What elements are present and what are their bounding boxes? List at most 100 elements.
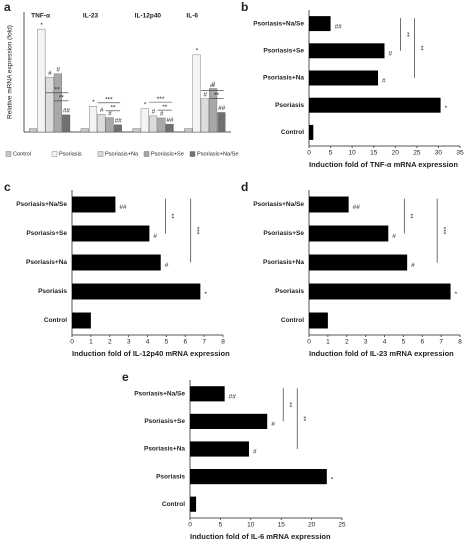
bracket-label: ** <box>407 214 414 220</box>
significance-marker: # <box>392 233 396 240</box>
legend-label: Psoriasis <box>59 151 82 157</box>
bracket-label: ** <box>299 416 306 422</box>
x-axis-label: Induction fold of TNF-α mRNA expression <box>309 160 458 169</box>
x-tick-label: 5 <box>329 150 333 157</box>
bracket-label: ** <box>403 32 410 38</box>
significance-marker: # <box>411 262 415 269</box>
bracket-label: ** <box>210 84 216 91</box>
bar <box>62 114 71 133</box>
x-tick-label: 0 <box>188 522 192 529</box>
x-tick-label: 6 <box>420 339 424 346</box>
bracket-label: *** <box>193 227 200 235</box>
bar <box>309 283 451 300</box>
bracket-label: ** <box>214 92 220 99</box>
x-tick-label: 15 <box>278 522 286 529</box>
significance-marker: # <box>382 78 386 85</box>
panel-letter: b <box>241 0 248 14</box>
bar <box>309 196 349 213</box>
significance-marker: ## <box>353 204 361 211</box>
significance-marker: * <box>92 99 95 106</box>
significance-marker: # <box>100 107 104 114</box>
x-tick-label: 35 <box>456 150 464 157</box>
category-label: Psoriasis <box>275 288 304 295</box>
panel-letter: e <box>122 370 129 384</box>
x-tick-label: 2 <box>345 339 349 346</box>
significance-marker: * <box>445 105 448 112</box>
significance-marker: * <box>196 48 199 55</box>
bracket-label: ** <box>417 46 424 52</box>
x-tick-label: 10 <box>247 522 255 529</box>
category-label: Psoriasis+Se <box>26 230 67 237</box>
bar <box>309 97 441 113</box>
category-label: Psoriasis+Na <box>263 259 304 266</box>
significance-marker: ## <box>115 118 123 125</box>
significance-marker: * <box>331 476 334 483</box>
bracket-label: ** <box>162 104 168 111</box>
category-label: IL-23 <box>83 13 99 20</box>
x-tick-label: 25 <box>338 522 346 529</box>
significance-marker: ## <box>119 204 127 211</box>
x-tick-label: 0 <box>307 150 311 157</box>
significance-marker: # <box>271 421 275 428</box>
x-tick-label: 1 <box>89 339 93 346</box>
bar <box>165 123 174 133</box>
significance-marker: * <box>204 291 207 298</box>
category-label: Psoriasis <box>156 473 185 480</box>
significance-marker: * <box>40 22 43 29</box>
significance-marker: # <box>48 70 52 77</box>
bracket-label: *** <box>439 227 446 235</box>
bracket-label: ** <box>59 95 65 102</box>
category-label: Psoriasis+Na/Se <box>253 201 304 208</box>
bar <box>45 76 54 133</box>
bar <box>132 128 141 133</box>
legend-swatch <box>97 151 104 157</box>
bracket-label: ** <box>55 87 61 94</box>
x-tick-label: 1 <box>326 339 330 346</box>
category-label: IL-12p40 <box>135 13 162 20</box>
category-label: Control <box>162 501 185 508</box>
bar <box>105 117 114 133</box>
significance-marker: # <box>153 233 157 240</box>
category-label: Psoriasis+Na/Se <box>16 201 67 208</box>
bar <box>190 413 268 429</box>
bar <box>28 128 38 133</box>
legend-swatch <box>5 151 12 157</box>
legend-swatch <box>143 151 150 157</box>
bar <box>190 386 225 402</box>
bar <box>309 124 314 140</box>
bracket-label: ** <box>285 402 292 408</box>
legend-label: Psoriasis+Na <box>105 151 139 157</box>
x-tick-label: 8 <box>221 339 225 346</box>
x-tick-label: 4 <box>146 339 150 346</box>
legend-swatch <box>189 151 196 157</box>
x-tick-label: 4 <box>383 339 387 346</box>
x-tick-label: 5 <box>165 339 169 346</box>
significance-marker: # <box>212 81 216 88</box>
x-axis-label: Induction fold of IL-6 mRNA expression <box>190 532 331 541</box>
x-tick-label: 15 <box>370 150 378 157</box>
bracket-label: *** <box>157 96 165 103</box>
significance-marker: ## <box>218 105 226 112</box>
bar <box>309 16 331 32</box>
x-tick-label: 5 <box>402 339 406 346</box>
significance-marker: # <box>152 109 156 116</box>
bar <box>72 196 116 213</box>
bracket-label: ** <box>110 105 116 112</box>
category-label: Psoriasis+Se <box>144 418 185 425</box>
panel-letter: d <box>241 180 248 194</box>
bar <box>72 254 161 271</box>
x-tick-label: 3 <box>127 339 131 346</box>
x-tick-label: 20 <box>392 150 400 157</box>
x-tick-label: 7 <box>202 339 206 346</box>
bar <box>72 225 150 242</box>
category-label: IL-6 <box>186 13 198 20</box>
y-axis-label: Relative mRNA expression (fold) <box>7 25 14 119</box>
legend-swatch <box>51 151 58 157</box>
legend-label: Psoriasis+Na/Se <box>197 151 239 157</box>
category-label: Control <box>281 129 304 136</box>
significance-marker: ## <box>166 117 174 124</box>
bar <box>72 283 201 300</box>
x-tick-label: 20 <box>308 522 316 529</box>
bar <box>190 469 327 485</box>
